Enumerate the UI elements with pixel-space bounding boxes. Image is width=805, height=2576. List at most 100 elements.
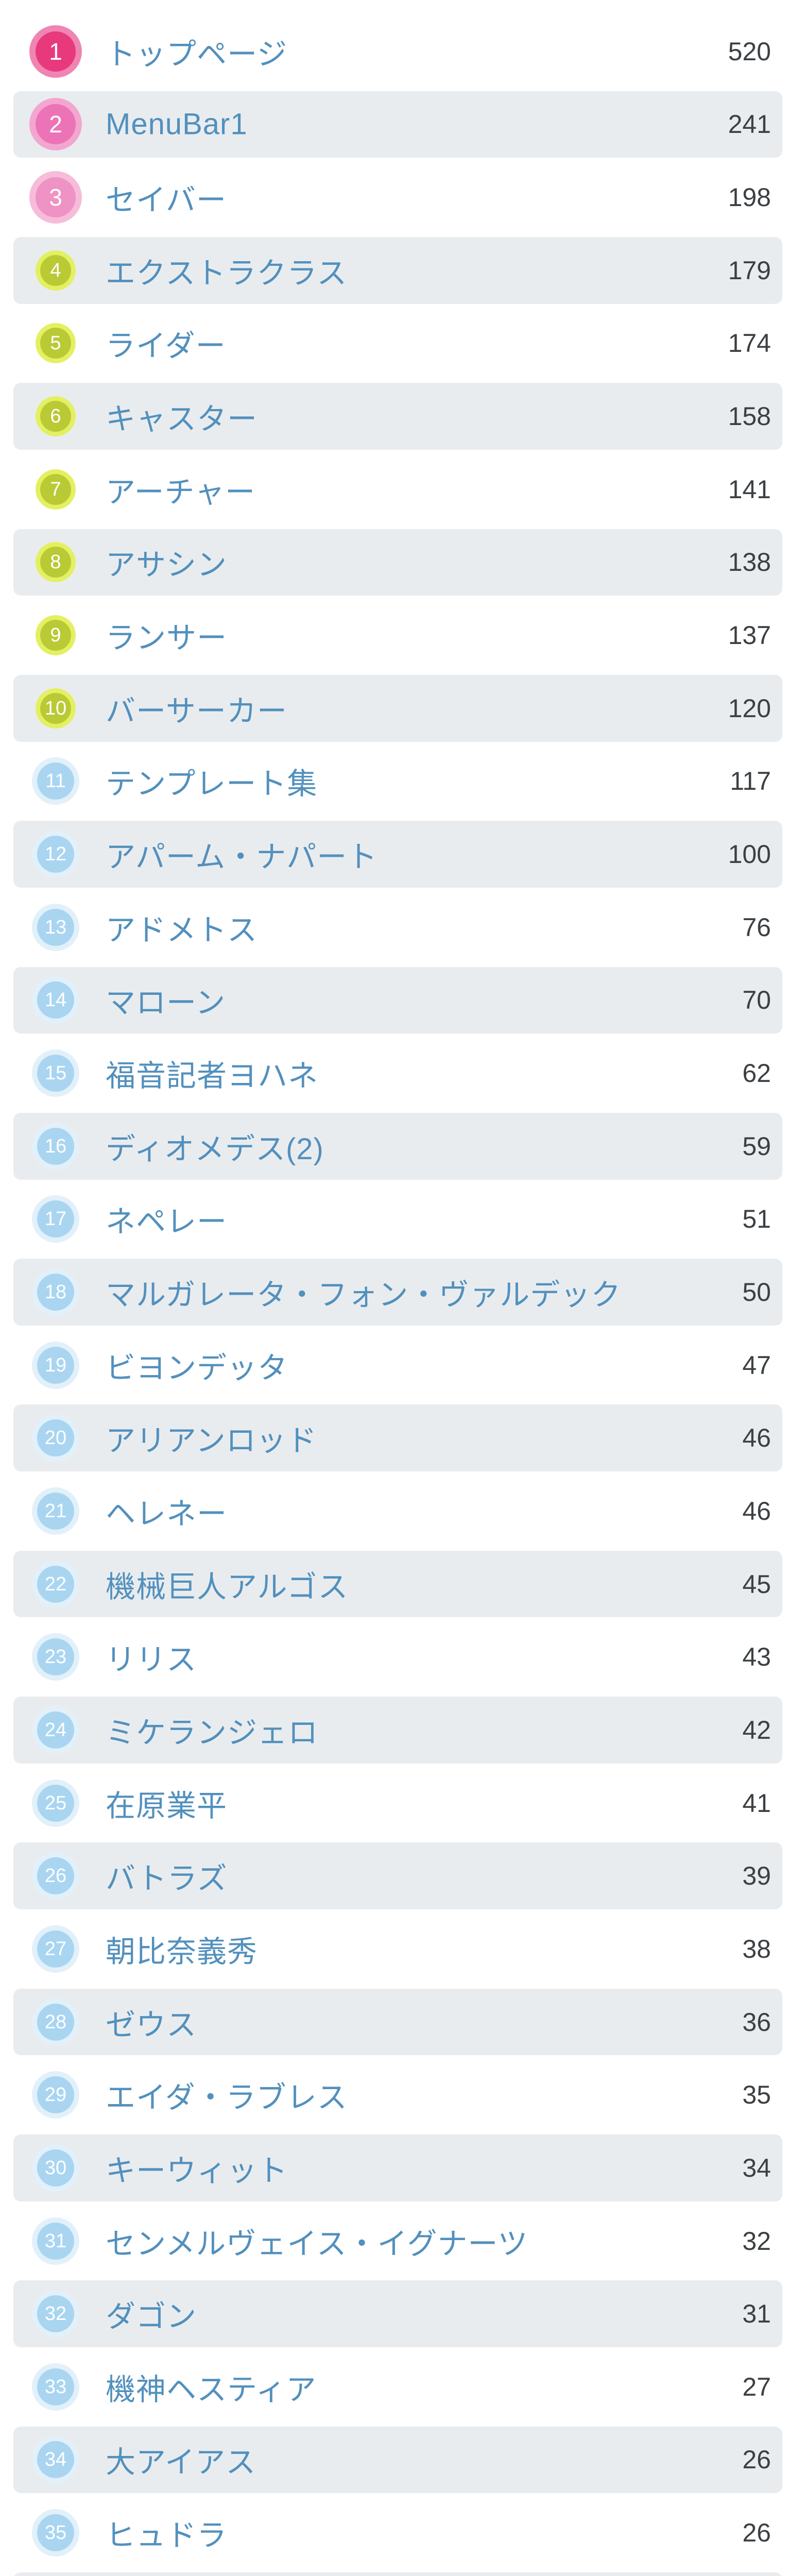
page-link[interactable]: バーサーカー	[106, 694, 287, 728]
rank-row: 15 福音記者ヨハネ 62	[0, 1037, 805, 1110]
access-count: 46	[742, 1423, 771, 1453]
page-link[interactable]: アサシン	[106, 548, 228, 582]
page-link[interactable]: エイダ・ラブレス	[106, 2081, 348, 2115]
page-link[interactable]: バトラズ	[106, 1862, 228, 1896]
page-link[interactable]: アパーム・ナパート	[106, 840, 378, 874]
page-link[interactable]: テンプレート集	[106, 767, 318, 801]
rank-badge: 17	[37, 1200, 74, 1238]
page-link[interactable]: ゼウス	[106, 2008, 197, 2042]
page-link[interactable]: 福音記者ヨハネ	[106, 1059, 319, 1093]
rank-badge: 31	[37, 2222, 74, 2260]
access-count: 120	[728, 693, 771, 723]
rank-row: 34 大アイアス 26	[0, 2424, 805, 2497]
page-link[interactable]: ヘレネー	[106, 1497, 228, 1531]
rank-row: 4 エクストラクラス 179	[0, 234, 805, 307]
rank-badge: 14	[37, 981, 74, 1019]
page-link[interactable]: 在原業平	[106, 1789, 228, 1823]
page-link[interactable]: トップページ	[106, 37, 287, 71]
page-link[interactable]: キャスター	[106, 402, 258, 436]
rank-badge: 33	[37, 2368, 74, 2405]
page-link[interactable]: マルガレータ・フォン・ヴァルデック	[106, 1278, 622, 1312]
row-background	[13, 1988, 782, 2056]
page-link[interactable]: ヒュドラ	[106, 2519, 228, 2553]
rank-row: 31 センメルヴェイス・イグナーツ 32	[0, 2205, 805, 2278]
rank-row: 30 キーウィット 34	[0, 2131, 805, 2205]
page-link[interactable]: ダゴン	[106, 2300, 197, 2334]
rank-row: 9 ランサー 137	[0, 599, 805, 672]
rank-badge: 24	[37, 1711, 74, 1749]
page-link[interactable]: マローン	[106, 986, 226, 1020]
page-link[interactable]: 大アイアス	[106, 2446, 256, 2480]
access-count: 158	[728, 402, 771, 431]
rank-badge: 22	[37, 1565, 74, 1603]
rank-row: 22 機械巨人アルゴス 45	[0, 1548, 805, 1621]
row-background	[13, 2426, 782, 2494]
rank-row: 26 バトラズ 39	[0, 1839, 805, 1912]
access-count: 36	[742, 2007, 771, 2037]
rank-row: 36アコエテス26	[0, 2569, 805, 2576]
access-count: 117	[730, 767, 771, 796]
row-background	[13, 967, 782, 1034]
row-background	[13, 2134, 782, 2201]
rank-badge: 16	[37, 1127, 74, 1165]
page-link[interactable]: MenuBar1	[106, 107, 248, 141]
page-link[interactable]: アリアンロッド	[106, 1424, 317, 1458]
access-count: 50	[742, 1277, 771, 1307]
rank-row: 12 アパーム・ナパート 100	[0, 818, 805, 891]
page-link[interactable]: アドメトス	[106, 913, 258, 947]
rank-row: 35 ヒュドラ 26	[0, 2496, 805, 2569]
access-count: 59	[742, 1131, 771, 1161]
rank-badge: 23	[37, 1638, 74, 1676]
page-link[interactable]: ディオメデス(2)	[106, 1132, 324, 1166]
rank-row: 20 アリアンロッド 46	[0, 1401, 805, 1475]
page-link[interactable]: ランサー	[106, 621, 228, 655]
rank-badge: 3	[29, 171, 82, 224]
access-count: 198	[728, 183, 771, 212]
row-background	[13, 1550, 782, 1618]
page-link[interactable]: 朝比奈義秀	[106, 1935, 258, 1969]
page-link[interactable]: ライダー	[106, 329, 226, 363]
rank-row: 24 ミケランジェロ 42	[0, 1693, 805, 1767]
rank-row: 5 ライダー 174	[0, 307, 805, 380]
rank-row: 21 ヘレネー 46	[0, 1475, 805, 1548]
rank-badge: 5	[36, 323, 76, 364]
rank-badge: 28	[37, 2003, 74, 2041]
rank-badge: 1	[29, 25, 82, 78]
access-count: 241	[728, 110, 771, 139]
rank-badge: 15	[37, 1055, 74, 1092]
rank-row: 17 ネペレー 51	[0, 1183, 805, 1256]
page-link[interactable]: センメルヴェイス・イグナーツ	[106, 2227, 528, 2261]
access-count: 174	[728, 329, 771, 358]
rank-row: 14 マローン 70	[0, 964, 805, 1037]
rank-badge: 13	[37, 908, 74, 946]
row-background	[13, 821, 782, 888]
rank-badge: 2	[29, 98, 82, 151]
page-link[interactable]: 機神ヘスティア	[106, 2372, 317, 2406]
row-background	[13, 236, 782, 304]
access-count: 62	[742, 1059, 771, 1088]
page-link[interactable]: ネペレー	[106, 1205, 228, 1239]
page-link[interactable]: 機械巨人アルゴス	[106, 1570, 349, 1604]
rank-row: 10 バーサーカー 120	[0, 672, 805, 745]
rank-row: 2 MenuBar1 241	[0, 88, 805, 161]
page-link[interactable]: エクストラクラス	[106, 256, 348, 290]
access-count: 51	[742, 1205, 771, 1234]
page-link[interactable]: リリス	[106, 1643, 197, 1677]
rank-badge: 29	[37, 2076, 74, 2114]
rank-badge: 4	[36, 250, 76, 291]
access-count: 141	[728, 474, 771, 504]
rank-badge: 18	[37, 1273, 74, 1311]
page-link[interactable]: キーウィット	[106, 2154, 288, 2188]
page-link[interactable]: セイバー	[106, 183, 227, 217]
rank-row: 29 エイダ・ラブレス 35	[0, 2058, 805, 2131]
rank-row: 18 マルガレータ・フォン・ヴァルデック 50	[0, 1256, 805, 1329]
access-count: 26	[742, 2518, 771, 2548]
row-background	[13, 674, 782, 742]
access-count: 179	[728, 256, 771, 285]
page-link[interactable]: ミケランジェロ	[106, 1716, 319, 1750]
access-count: 38	[742, 1934, 771, 1963]
page-link[interactable]: アーチャー	[106, 475, 255, 509]
page-link[interactable]: ビヨンデッタ	[106, 1351, 288, 1385]
access-count: 45	[742, 1569, 771, 1599]
